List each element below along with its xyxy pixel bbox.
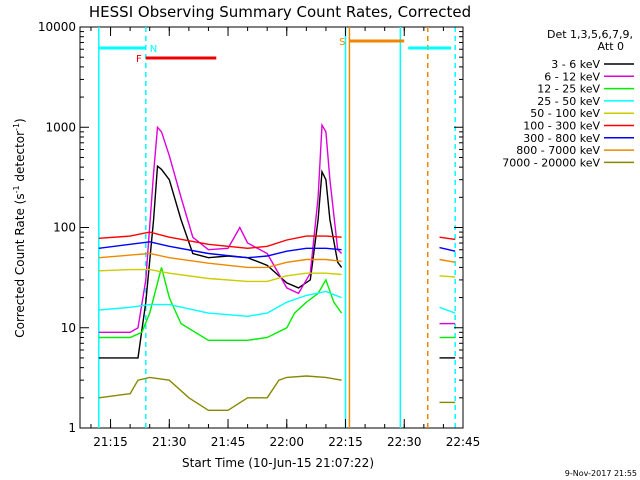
y-tick-label: 100 [53,221,76,235]
y-axis: 1 10 100 1000 10000 [38,20,463,435]
series-line [98,231,342,250]
y-axis-label-main: Corrected Count Rate (s [13,193,27,337]
flag-label: F [136,54,142,65]
legend-label: 6 - 12 keV [544,70,600,83]
series-line [439,236,456,241]
series-line [98,375,342,411]
y-tick-label: 1000 [45,120,76,134]
x-tick-label: 22:30 [387,435,422,449]
legend-label: 100 - 300 keV [523,120,600,133]
flag-label: N [150,44,157,55]
x-tick-label: 21:30 [152,435,187,449]
series-line [439,246,456,252]
y-tick-label: 1 [68,421,76,435]
legend-header-line1: Det 1,3,5,6,7,9, [547,28,633,41]
series-line [98,122,343,333]
series-line [439,306,456,314]
y-axis-label-end: ) [13,118,27,123]
legend-label: 12 - 25 keV [537,83,600,96]
vertical-markers [98,27,456,428]
legend-label: 3 - 6 keV [551,58,600,71]
series-line [98,268,342,283]
chart-title: HESSI Observing Summary Count Rates, Cor… [89,3,471,21]
legend-label: 50 - 100 keV [530,107,600,120]
x-tick-label: 22:45 [446,435,481,449]
y-tick-label: 10 [61,321,76,335]
x-tick-label: 22:00 [269,435,304,449]
series-line [98,252,342,269]
y-axis-label: Corrected Count Rate (s-1 detector-1) [12,118,27,337]
legend-label: 800 - 7000 keV [516,144,600,157]
series-group [98,122,456,411]
legend-label: 7000 - 20000 keV [502,156,600,169]
series-line [98,241,342,259]
y-axis-label-sup2: -1 [12,123,21,131]
x-axis: 21:15 21:30 21:45 22:00 22:15 22:30 22:45 [90,27,481,449]
flag-label: S [339,37,345,48]
x-tick-label: 21:45 [211,435,246,449]
series-line [98,290,342,318]
flag-bars: NF S [98,37,452,65]
plot-area: NF S 1 10 100 1000 10000 21:15 21:30 21:45 22:00… [38,20,480,449]
series-line [439,258,456,263]
legend-header-line2: Att 0 [598,40,624,53]
series-line [439,275,456,278]
x-tick-label: 22:15 [328,435,363,449]
y-axis-label-sup1: -1 [12,185,21,193]
legend-label: 300 - 800 keV [523,132,600,145]
y-tick-label: 10000 [38,20,76,34]
y-axis-label-mid: detector [13,131,27,186]
x-tick-label: 21:15 [93,435,128,449]
footer-date: 9-Nov-2017 21:55 [565,469,637,478]
legend-label: 25 - 50 keV [537,95,600,108]
series-line [98,267,343,341]
x-axis-label: Start Time (10-Jun-15 21:07:22) [182,456,374,470]
plot-frame [79,26,464,429]
